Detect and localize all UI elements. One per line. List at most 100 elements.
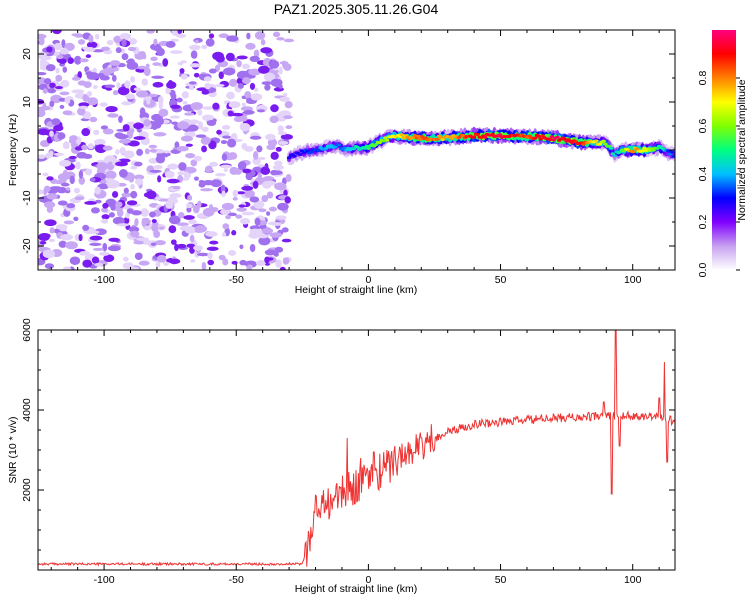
noise-blob [275,146,282,152]
noise-blob [89,235,103,241]
ridge-segment [497,133,503,137]
noise-blob [209,240,219,245]
noise-blob [202,180,215,186]
noise-blob [208,140,217,150]
noise-blob [241,211,255,216]
noise-blob [242,168,252,174]
noise-blob [283,115,293,120]
noise-blob [45,64,56,72]
noise-blob [79,250,91,256]
noise-blob [143,119,151,127]
noise-blob [68,155,77,160]
noise-blob [177,243,187,249]
noise-blob [126,208,134,214]
noise-blob [234,168,242,175]
noise-blob [225,214,232,220]
noise-blob [260,39,266,46]
noise-blob [218,33,229,39]
ridge-segment [316,148,321,152]
noise-blob [73,216,79,222]
noise-blob [152,62,161,66]
ridge-segment [298,152,303,156]
noise-blob [57,133,62,140]
noise-blob [103,67,116,74]
noise-blob [208,68,217,74]
noise-blob [206,120,217,126]
ridge-segment [532,136,538,140]
noise-blob [261,228,274,234]
noise-blob [81,128,91,137]
noise-blob [134,178,144,186]
noise-blob [90,207,100,214]
noise-blob [151,224,159,232]
noise-blob [108,237,120,242]
noise-blob [71,89,85,94]
noise-blob [38,77,47,85]
noise-blob [180,135,194,142]
noise-blob [243,110,255,115]
noise-blob [205,231,218,237]
noise-blob [119,33,132,41]
noise-blob [170,239,177,245]
noise-blob [119,147,126,155]
noise-blob [221,202,235,210]
noise-blob [77,39,86,45]
noise-blob [62,266,72,270]
y-tick-label: 2000 [21,478,33,502]
colorbar: 0.0 0.2 0.4 0.6 0.8 Normalized spectral ampl… [697,30,748,277]
noise-blob [65,187,71,191]
noise-blob [180,73,188,80]
noise-blob [91,256,100,264]
noise-blob [133,240,146,245]
noise-blob [76,152,88,159]
noise-blob [148,93,158,98]
noise-blob [81,144,89,151]
ridge-segment [601,139,606,143]
noise-blob [228,249,237,256]
ridge-segment [401,136,407,140]
noise-blob [38,233,50,242]
noise-blob [46,46,53,53]
ridge-segment [418,137,423,141]
noise-blob [137,65,147,70]
noise-blob [168,215,181,225]
noise-blob [138,50,146,58]
noise-blob [249,243,256,253]
noise-blob [237,161,247,171]
colorbar-swatch [712,30,736,270]
noise-blob [261,81,273,86]
noise-blob [266,211,271,216]
noise-blob [268,206,277,212]
noise-blob [131,210,142,216]
colorbar-tick-label: 0.8 [697,71,709,86]
noise-blob [239,116,248,122]
noise-blob [134,218,139,227]
noise-blob [270,78,283,87]
noise-blob [232,189,239,198]
noise-blob [171,121,179,125]
ridge-segment [323,146,329,150]
noise-blob [181,91,189,99]
noise-blob [221,124,231,130]
noise-blob [149,211,156,218]
noise-blob [249,196,260,203]
noise-blob [207,251,213,260]
ridge-segment [434,137,440,141]
noise-blob [223,168,228,172]
noise-blob [174,141,180,149]
noise-blob [176,97,183,103]
noise-blob [182,100,188,105]
y-tick-label: -10 [21,190,33,205]
ridge-segment [640,149,645,153]
noise-blob [246,264,252,270]
noise-blob [153,230,161,239]
colorbar-ticks: 0.0 0.2 0.4 0.6 0.8 [697,71,740,278]
noise-blob [272,170,283,175]
noise-blob [208,33,215,39]
noise-blob [79,58,89,63]
noise-blob [278,66,283,75]
colorbar-tick-label: 0.0 [697,263,709,278]
noise-blob [257,164,265,168]
noise-blob [54,86,63,90]
noise-blob [117,86,130,96]
